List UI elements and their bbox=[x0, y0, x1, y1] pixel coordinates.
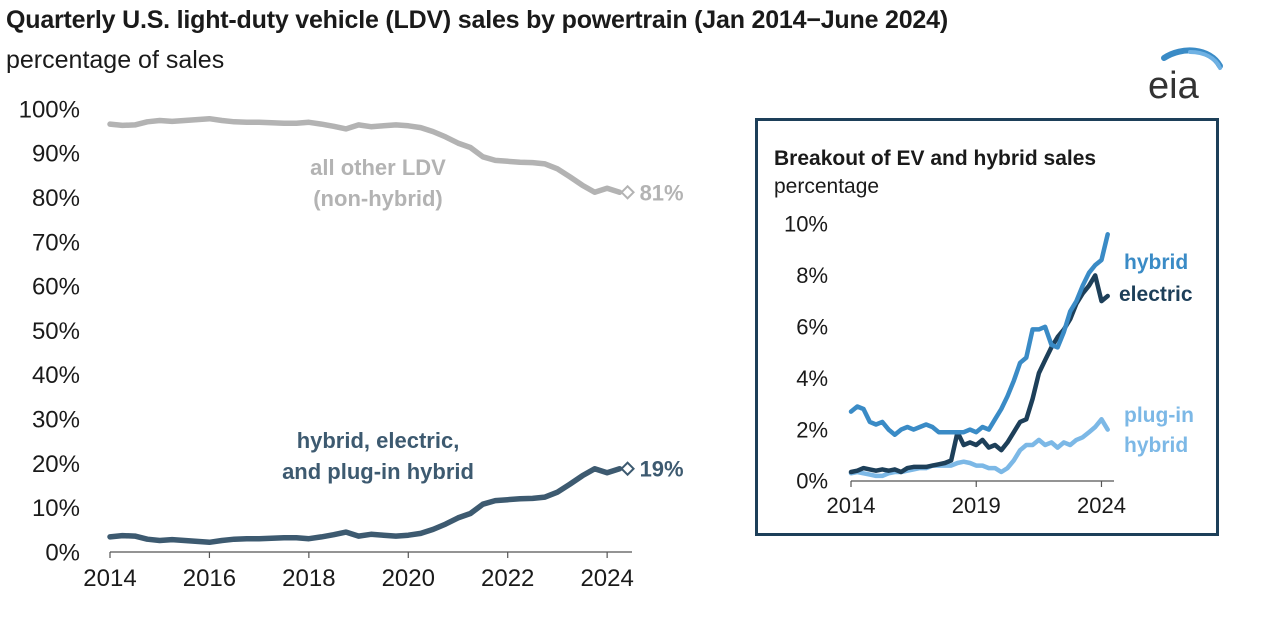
inset-chart: 0% 2% 4% 6% 8% 10% 2014 2019 2024 plug-in hybrid el… bbox=[784, 212, 1194, 518]
x-tick-label: 2014 bbox=[83, 565, 136, 592]
inset-series-label: hybrid bbox=[1124, 251, 1188, 274]
logo-text: eia bbox=[1148, 65, 1200, 104]
y-tick-label: 40% bbox=[32, 362, 80, 389]
y-tick-label: 4% bbox=[796, 366, 828, 391]
y-tick-label: 90% bbox=[32, 141, 80, 168]
inset-series-label: plug-in bbox=[1124, 404, 1194, 427]
inset-subtitle: percentage bbox=[774, 175, 880, 198]
y-tick-label: 50% bbox=[32, 318, 80, 345]
series-label: hybrid, electric, bbox=[297, 428, 460, 453]
end-marker bbox=[620, 184, 635, 200]
y-tick-label: 20% bbox=[32, 451, 80, 478]
y-tick-label: 0% bbox=[796, 469, 828, 494]
eia-logo: eia bbox=[1148, 47, 1223, 104]
x-tick-label: 2019 bbox=[952, 493, 1001, 518]
inset-series-label: hybrid bbox=[1124, 434, 1188, 457]
series-label: (non-hybrid) bbox=[313, 186, 443, 211]
chart-title: Quarterly U.S. light-duty vehicle (LDV) … bbox=[6, 6, 948, 34]
y-tick-label: 80% bbox=[32, 185, 80, 212]
x-tick-label: 2014 bbox=[827, 493, 876, 518]
y-tick-label: 0% bbox=[45, 539, 80, 566]
x-tick-label: 2018 bbox=[282, 565, 335, 592]
chart-subtitle: percentage of sales bbox=[6, 46, 225, 74]
y-tick-label: 70% bbox=[32, 229, 80, 256]
y-tick-label: 30% bbox=[32, 407, 80, 434]
y-tick-label: 2% bbox=[796, 417, 828, 442]
end-marker bbox=[620, 461, 635, 477]
x-tick-label: 2024 bbox=[1077, 493, 1126, 518]
inset-panel: Breakout of EV and hybrid sales percenta… bbox=[755, 118, 1219, 536]
series-line-plug-in-hybrid bbox=[848, 417, 1110, 479]
series-line-all-other-ldv-non-hybrid- bbox=[107, 115, 623, 196]
end-value-label: 81% bbox=[640, 180, 684, 205]
y-tick-label: 100% bbox=[19, 96, 80, 123]
series-label: all other LDV bbox=[310, 155, 446, 180]
y-tick-label: 6% bbox=[796, 315, 828, 340]
inset-series-label: electric bbox=[1119, 283, 1193, 306]
x-tick-label: 2022 bbox=[481, 565, 534, 592]
series-label: and plug-in hybrid bbox=[282, 459, 474, 484]
end-value-label: 19% bbox=[640, 457, 684, 482]
y-tick-label: 60% bbox=[32, 274, 80, 301]
y-tick-label: 10% bbox=[784, 212, 828, 237]
y-tick-label: 8% bbox=[796, 263, 828, 288]
x-tick-label: 2020 bbox=[382, 565, 435, 592]
series-line-hybrid bbox=[848, 232, 1110, 437]
x-tick-label: 2024 bbox=[580, 565, 633, 592]
series-line-hybrid-electric-and-plug-in-hybrid bbox=[107, 465, 623, 546]
y-tick-label: 10% bbox=[32, 495, 80, 522]
inset-title: Breakout of EV and hybrid sales bbox=[774, 147, 1097, 170]
x-tick-label: 2016 bbox=[183, 565, 236, 592]
